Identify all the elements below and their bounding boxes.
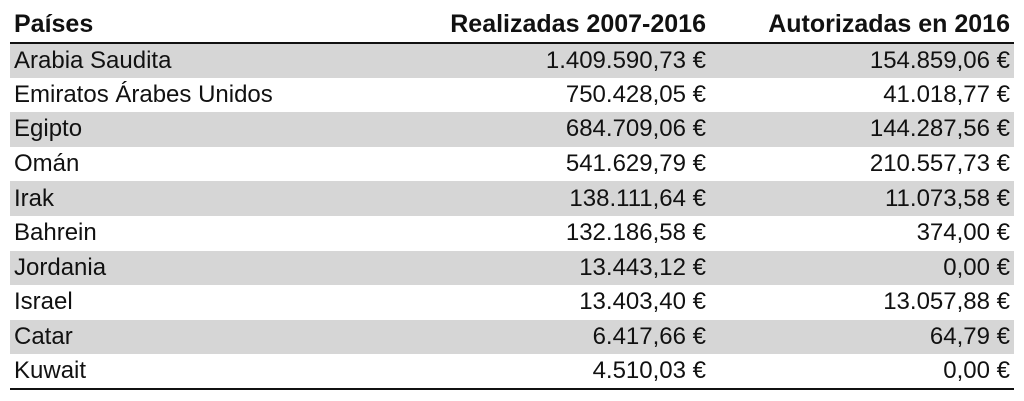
table-row: Jordania 13.443,12 € 0,00 € [10, 250, 1014, 286]
table-body: Arabia Saudita 1.409.590,73 € 154.859,06… [10, 43, 1014, 390]
header-countries: Países [10, 6, 404, 44]
table-header: Países Realizadas 2007-2016 Autorizadas … [10, 6, 1014, 44]
cell-authorized: 0,00 € [710, 250, 1014, 286]
cell-country: Egipto [10, 112, 404, 147]
cell-authorized: 13.057,88 € [883, 288, 1010, 316]
cell-realized: 138.111,64 € [404, 181, 710, 216]
cell-realized: 750.428,05 € [565, 80, 706, 108]
table-row: Kuwait 4.510,03 € 0,00 € [10, 354, 1014, 390]
header-row: Países Realizadas 2007-2016 Autorizadas … [10, 6, 1014, 44]
table-row: Israel 13.403,40 € 13.057,88 € [10, 285, 1014, 320]
cell-authorized: 154.859,06 € [710, 43, 1014, 78]
cell-realized: 13.403,40 € [579, 288, 706, 316]
cell-realized: 4.510,03 € [404, 354, 710, 390]
cell-authorized: 0,00 € [710, 354, 1014, 390]
table-row: Emiratos Árabes Unidos 750.428,05 € 41.0… [10, 78, 1014, 113]
cell-authorized: 41.018,77 € [883, 80, 1010, 108]
cell-realized: 13.443,12 € [404, 250, 710, 286]
data-table-container: Países Realizadas 2007-2016 Autorizadas … [10, 6, 1014, 390]
cell-country: Omán [14, 150, 80, 178]
cell-authorized: 64,79 € [710, 319, 1014, 355]
exports-table: Países Realizadas 2007-2016 Autorizadas … [10, 6, 1014, 390]
table-row: Bahrein 132.186,58 € 374,00 € [10, 216, 1014, 251]
cell-country: Arabia Saudita [10, 43, 404, 78]
table-row: Catar 6.417,66 € 64,79 € [10, 319, 1014, 355]
cell-realized: 1.409.590,73 € [404, 43, 710, 78]
cell-country: Jordania [10, 250, 404, 286]
cell-authorized: 210.557,73 € [869, 150, 1010, 178]
table-row: Irak 138.111,64 € 11.073,58 € [10, 181, 1014, 216]
cell-authorized: 144.287,56 € [710, 112, 1014, 147]
table-row: Egipto 684.709,06 € 144.287,56 € [10, 112, 1014, 147]
cell-authorized: 11.073,58 € [710, 181, 1014, 216]
cell-realized: 6.417,66 € [404, 319, 710, 355]
table-row: Arabia Saudita 1.409.590,73 € 154.859,06… [10, 43, 1014, 78]
cell-realized: 132.186,58 € [565, 219, 706, 247]
cell-country: Kuwait [10, 354, 404, 390]
cell-country: Emiratos Árabes Unidos [14, 80, 273, 108]
cell-country: Bahrein [14, 219, 97, 247]
header-realized: Realizadas 2007-2016 [404, 6, 710, 44]
cell-country: Irak [10, 181, 404, 216]
cell-country: Catar [10, 319, 404, 355]
table-row: Omán 541.629,79 € 210.557,73 € [10, 147, 1014, 182]
cell-country: Israel [14, 288, 73, 316]
cell-authorized: 374,00 € [916, 219, 1010, 247]
cell-realized: 541.629,79 € [565, 150, 706, 178]
cell-realized: 684.709,06 € [404, 112, 710, 147]
header-authorized: Autorizadas en 2016 [710, 6, 1014, 44]
